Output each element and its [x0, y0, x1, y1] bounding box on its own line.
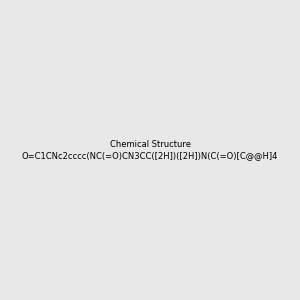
Text: Chemical Structure
O=C1CNc2cccc(NC(=O)CN3CC([2H])([2H])N(C(=O)[C@@H]4: Chemical Structure O=C1CNc2cccc(NC(=O)CN…: [22, 140, 278, 160]
